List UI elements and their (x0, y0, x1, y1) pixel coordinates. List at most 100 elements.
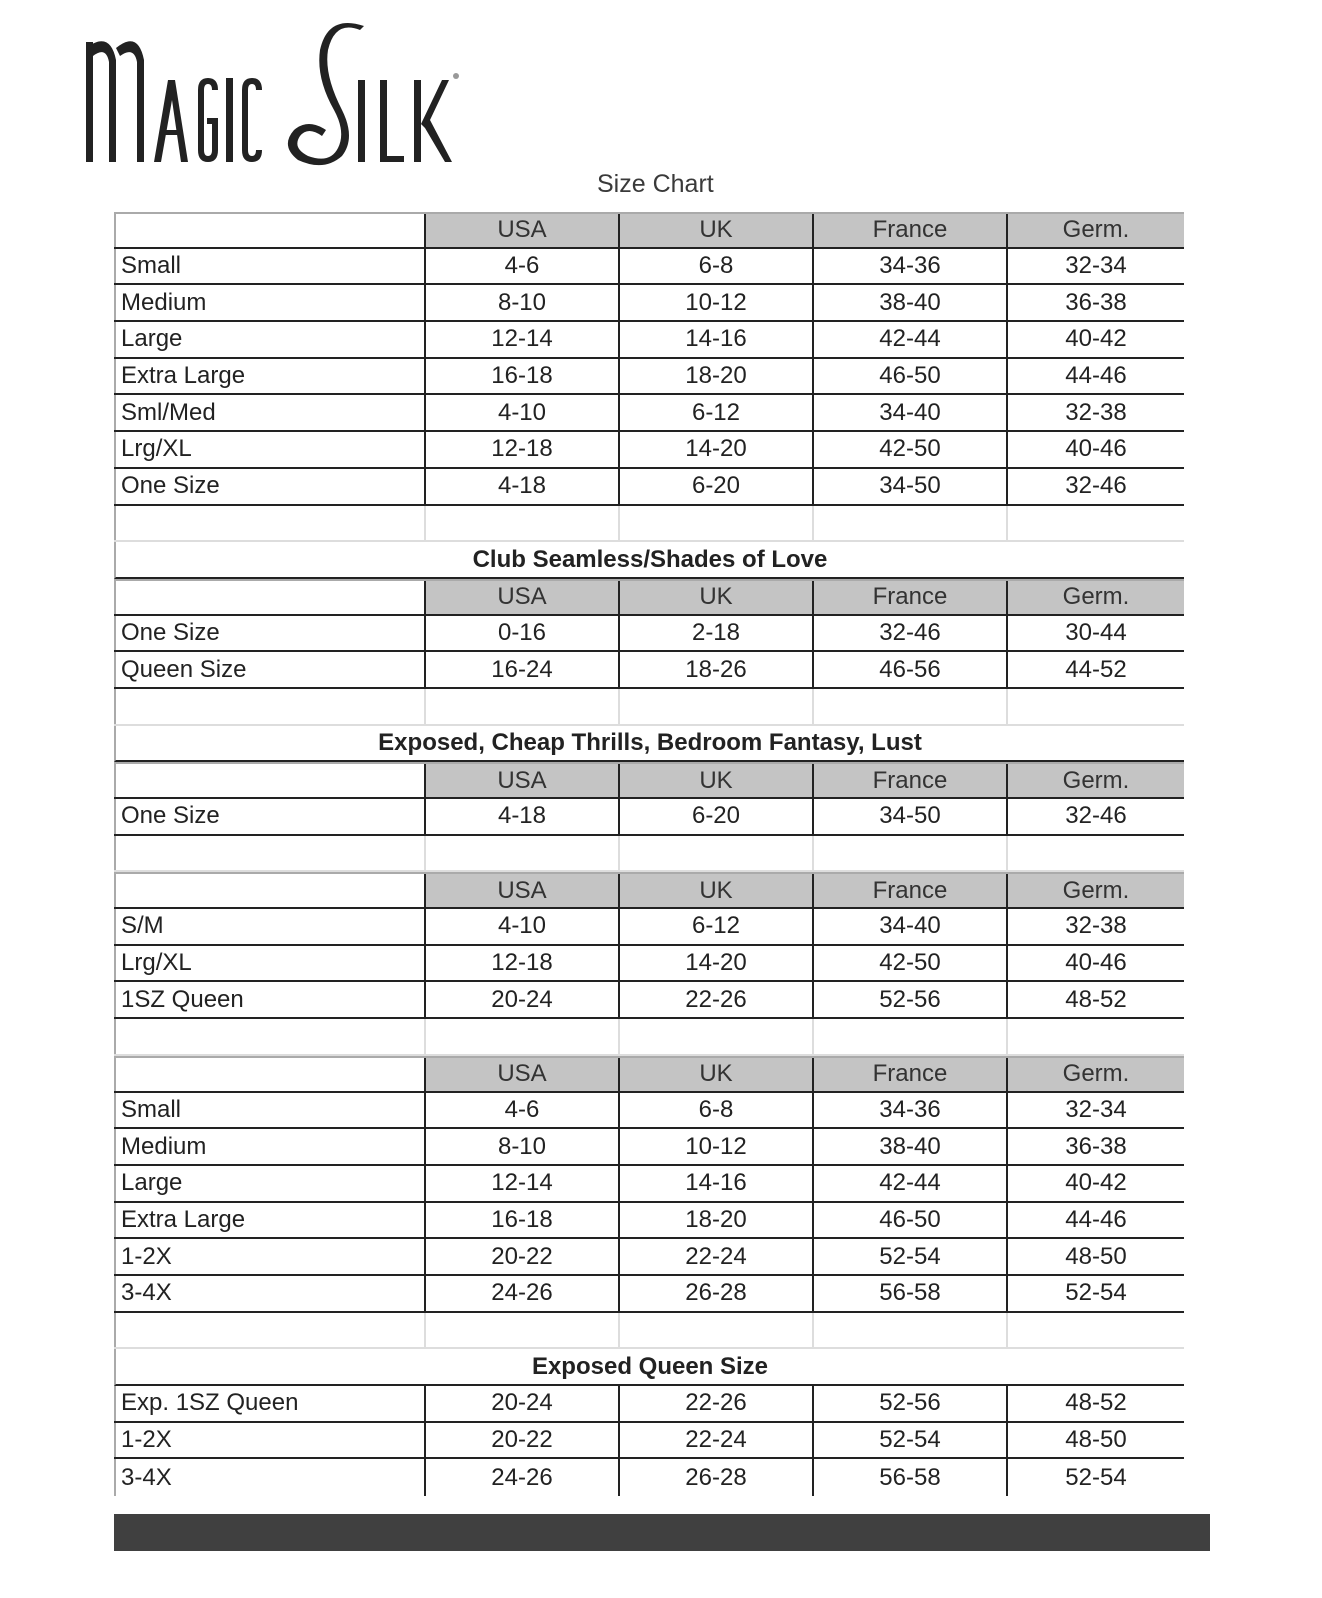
size-value: 52-54 (1065, 1463, 1127, 1491)
size-value: 56-58 (814, 1275, 1008, 1311)
table-row: One Size 4-18 6-20 34-50 32-46 (114, 799, 1184, 836)
size-value: 6-20 (620, 799, 814, 834)
size-value: 44-46 (1065, 362, 1127, 390)
blank-cell (426, 505, 620, 541)
size-value: 48-50 (1065, 1426, 1127, 1454)
size-value: 34-50 (814, 468, 1008, 504)
size-value: 8-10 (426, 1129, 620, 1164)
size-label: Sml/Med (114, 395, 426, 431)
blank-row (114, 835, 1184, 873)
blank-cell (1008, 506, 1184, 541)
blank-cell (114, 1019, 426, 1054)
size-label: Small (114, 248, 426, 284)
header-cell-empty (114, 214, 426, 247)
size-value: 12-18 (426, 432, 620, 467)
header-cell-empty (114, 1057, 426, 1091)
size-value: 4-10 (426, 395, 620, 431)
size-value: 52-56 (814, 982, 1008, 1018)
table-row: 3-4X 24-26 26-28 56-58 52-54 (114, 1275, 1184, 1313)
size-value: 34-40 (814, 395, 1008, 431)
size-value: 16-18 (426, 358, 620, 394)
size-value: 32-38 (1065, 912, 1127, 940)
blank-cell (814, 505, 1008, 541)
header-cell-empty (114, 764, 426, 797)
table-row: Lrg/XL 12-18 14-20 42-50 40-46 (114, 945, 1184, 983)
size-value: 4-6 (426, 1092, 620, 1128)
table-row: 1-2X 20-22 22-24 52-54 48-50 (114, 1239, 1184, 1276)
header-row: USA UK France Germ. (114, 1055, 1184, 1093)
size-value: 34-36 (814, 248, 1008, 284)
size-value: 52-54 (814, 1422, 1008, 1458)
blank-row (114, 1312, 1184, 1350)
table-row: S/M 4-10 6-12 34-40 32-38 (114, 909, 1184, 946)
size-value: 46-50 (814, 358, 1008, 394)
size-label: 3-4X (114, 1459, 426, 1497)
blank-cell (114, 1312, 426, 1348)
header-row: USA UK France Germ. (114, 762, 1184, 799)
size-label: One Size (114, 799, 426, 834)
size-value: 36-38 (1065, 1132, 1127, 1160)
blank-cell (426, 1312, 620, 1348)
size-label: Lrg/XL (114, 945, 426, 981)
blank-cell (620, 1019, 814, 1054)
size-value: 14-16 (620, 322, 814, 357)
size-value: 32-34 (1065, 1095, 1127, 1123)
column-header-germ: Germ. (1008, 874, 1184, 908)
blank-cell (114, 505, 426, 541)
blank-row (114, 688, 1184, 726)
size-value: 42-50 (814, 945, 1008, 981)
size-value: 20-22 (426, 1422, 620, 1458)
column-header-uk: UK (620, 580, 814, 614)
table-row: Extra Large 16-18 18-20 46-50 44-46 (114, 1202, 1184, 1240)
size-value: 4-18 (426, 799, 620, 834)
size-value: 6-8 (620, 248, 814, 284)
header-cell-empty (114, 874, 426, 908)
column-header-france: France (814, 580, 1008, 614)
size-label: 1-2X (114, 1422, 426, 1458)
blank-cell (1008, 836, 1184, 871)
size-value: 48-52 (1065, 1389, 1127, 1417)
size-value: 6-12 (620, 909, 814, 944)
size-value: 40-46 (1065, 435, 1127, 463)
size-value: 48-52 (1065, 985, 1127, 1013)
table-row: Medium 8-10 10-12 38-40 36-38 (114, 1129, 1184, 1166)
blank-cell (426, 688, 620, 724)
size-value: 4-18 (426, 468, 620, 504)
blank-cell (620, 505, 814, 541)
size-label: Queen Size (114, 652, 426, 687)
size-value: 26-28 (620, 1459, 814, 1497)
header-cell-empty (114, 580, 426, 614)
size-value: 4-10 (426, 909, 620, 944)
blank-cell (620, 835, 814, 871)
size-label: Extra Large (114, 1202, 426, 1238)
size-value: 48-50 (1065, 1242, 1127, 1270)
size-value: 16-18 (426, 1202, 620, 1238)
size-value: 22-26 (620, 982, 814, 1018)
column-header-france: France (814, 1057, 1008, 1091)
column-header-france: France (814, 214, 1008, 247)
blank-cell (114, 688, 426, 724)
blank-cell (814, 835, 1008, 871)
size-label: Large (114, 1165, 426, 1201)
blank-cell (1008, 1019, 1184, 1054)
size-value: 6-20 (620, 468, 814, 504)
size-value: 18-20 (620, 358, 814, 394)
column-header-uk: UK (620, 874, 814, 908)
table-row: Sml/Med 4-10 6-12 34-40 32-38 (114, 395, 1184, 433)
header-row: USA UK France Germ. (114, 212, 1184, 249)
size-value: 32-34 (1065, 252, 1127, 280)
blank-cell (620, 688, 814, 724)
size-value: 12-18 (426, 945, 620, 981)
size-value: 42-44 (814, 1165, 1008, 1201)
size-value: 14-20 (620, 432, 814, 467)
size-value: 32-46 (814, 615, 1008, 651)
blank-cell (814, 688, 1008, 724)
size-value: 32-46 (1065, 802, 1127, 830)
size-value: 18-20 (620, 1202, 814, 1238)
table-row: Lrg/XL 12-18 14-20 42-50 40-46 (114, 432, 1184, 469)
table-row: 1-2X 20-22 22-24 52-54 48-50 (114, 1422, 1184, 1460)
size-value: 40-42 (1065, 325, 1127, 353)
size-value: 42-44 (814, 322, 1008, 357)
size-value: 44-46 (1065, 1205, 1127, 1233)
table-row: Extra Large 16-18 18-20 46-50 44-46 (114, 358, 1184, 396)
